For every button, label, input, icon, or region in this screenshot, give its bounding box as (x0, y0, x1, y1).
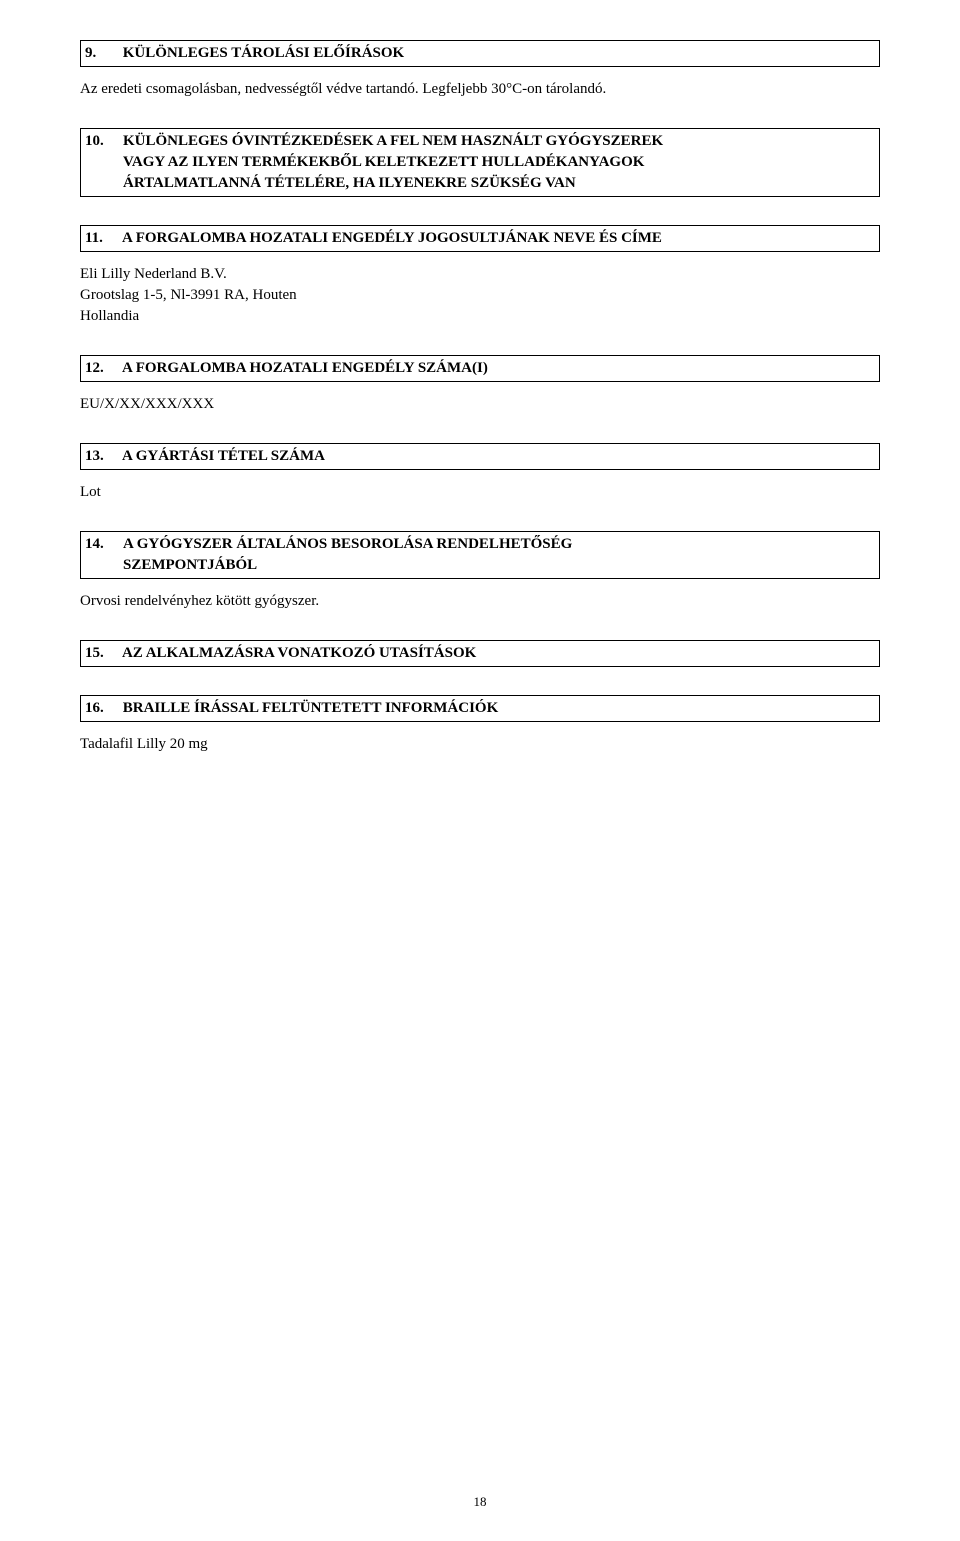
section-16-body: Tadalafil Lilly 20 mg (80, 734, 880, 755)
section-9-title: KÜLÖNLEGES TÁROLÁSI ELŐÍRÁSOK (123, 45, 404, 61)
section-9-header: 9. KÜLÖNLEGES TÁROLÁSI ELŐÍRÁSOK (80, 40, 880, 67)
section-16-title: BRAILLE ÍRÁSSAL FELTÜNTETETT INFORMÁCIÓK (123, 700, 499, 716)
section-10-title-line2: VAGY AZ ILYEN TERMÉKEKBŐL KELETKEZETT HU… (85, 152, 875, 173)
section-11-body: Eli Lilly Nederland B.V. Grootslag 1-5, … (80, 264, 880, 327)
section-14-title-line1: A GYÓGYSZER ÁLTALÁNOS BESOROLÁSA RENDELH… (123, 534, 572, 555)
page-number: 18 (0, 1493, 960, 1511)
section-11-title: A FORGALOMBA HOZATALI ENGEDÉLY JOGOSULTJ… (122, 230, 662, 246)
section-14-header: 14. A GYÓGYSZER ÁLTALÁNOS BESOROLÁSA REN… (80, 531, 880, 579)
section-13-number: 13. (85, 446, 119, 467)
section-14-number: 14. (85, 534, 123, 555)
section-11-body-line3: Hollandia (80, 306, 880, 327)
section-16-header: 16. BRAILLE ÍRÁSSAL FELTÜNTETETT INFORMÁ… (80, 695, 880, 722)
section-12-number: 12. (85, 358, 119, 379)
section-9-number: 9. (85, 43, 119, 64)
section-12-header: 12. A FORGALOMBA HOZATALI ENGEDÉLY SZÁMA… (80, 355, 880, 382)
section-11-number: 11. (85, 228, 119, 249)
section-15-title: AZ ALKALMAZÁSRA VONATKOZÓ UTASÍTÁSOK (122, 645, 476, 661)
section-15-number: 15. (85, 643, 119, 664)
section-14-body: Orvosi rendelvényhez kötött gyógyszer. (80, 591, 880, 612)
section-13-body: Lot (80, 482, 880, 503)
section-16-number: 16. (85, 698, 119, 719)
section-14-title-line2: SZEMPONTJÁBÓL (85, 555, 875, 576)
section-11-body-line1: Eli Lilly Nederland B.V. (80, 264, 880, 285)
section-11-header: 11. A FORGALOMBA HOZATALI ENGEDÉLY JOGOS… (80, 225, 880, 252)
section-13-title: A GYÁRTÁSI TÉTEL SZÁMA (122, 448, 325, 464)
section-10-header: 10. KÜLÖNLEGES ÓVINTÉZKEDÉSEK A FEL NEM … (80, 128, 880, 197)
section-11-body-line2: Grootslag 1-5, Nl-3991 RA, Houten (80, 285, 880, 306)
section-13-header: 13. A GYÁRTÁSI TÉTEL SZÁMA (80, 443, 880, 470)
section-10-title-line1: KÜLÖNLEGES ÓVINTÉZKEDÉSEK A FEL NEM HASZ… (123, 131, 663, 152)
section-12-body: EU/X/XX/XXX/XXX (80, 394, 880, 415)
section-15-header: 15. AZ ALKALMAZÁSRA VONATKOZÓ UTASÍTÁSOK (80, 640, 880, 667)
section-12-title: A FORGALOMBA HOZATALI ENGEDÉLY SZÁMA(I) (122, 360, 488, 376)
section-9-body: Az eredeti csomagolásban, nedvességtől v… (80, 79, 880, 100)
section-10-title-line3: ÁRTALMATLANNÁ TÉTELÉRE, HA ILYENEKRE SZÜ… (85, 173, 875, 194)
section-10-number: 10. (85, 131, 123, 152)
